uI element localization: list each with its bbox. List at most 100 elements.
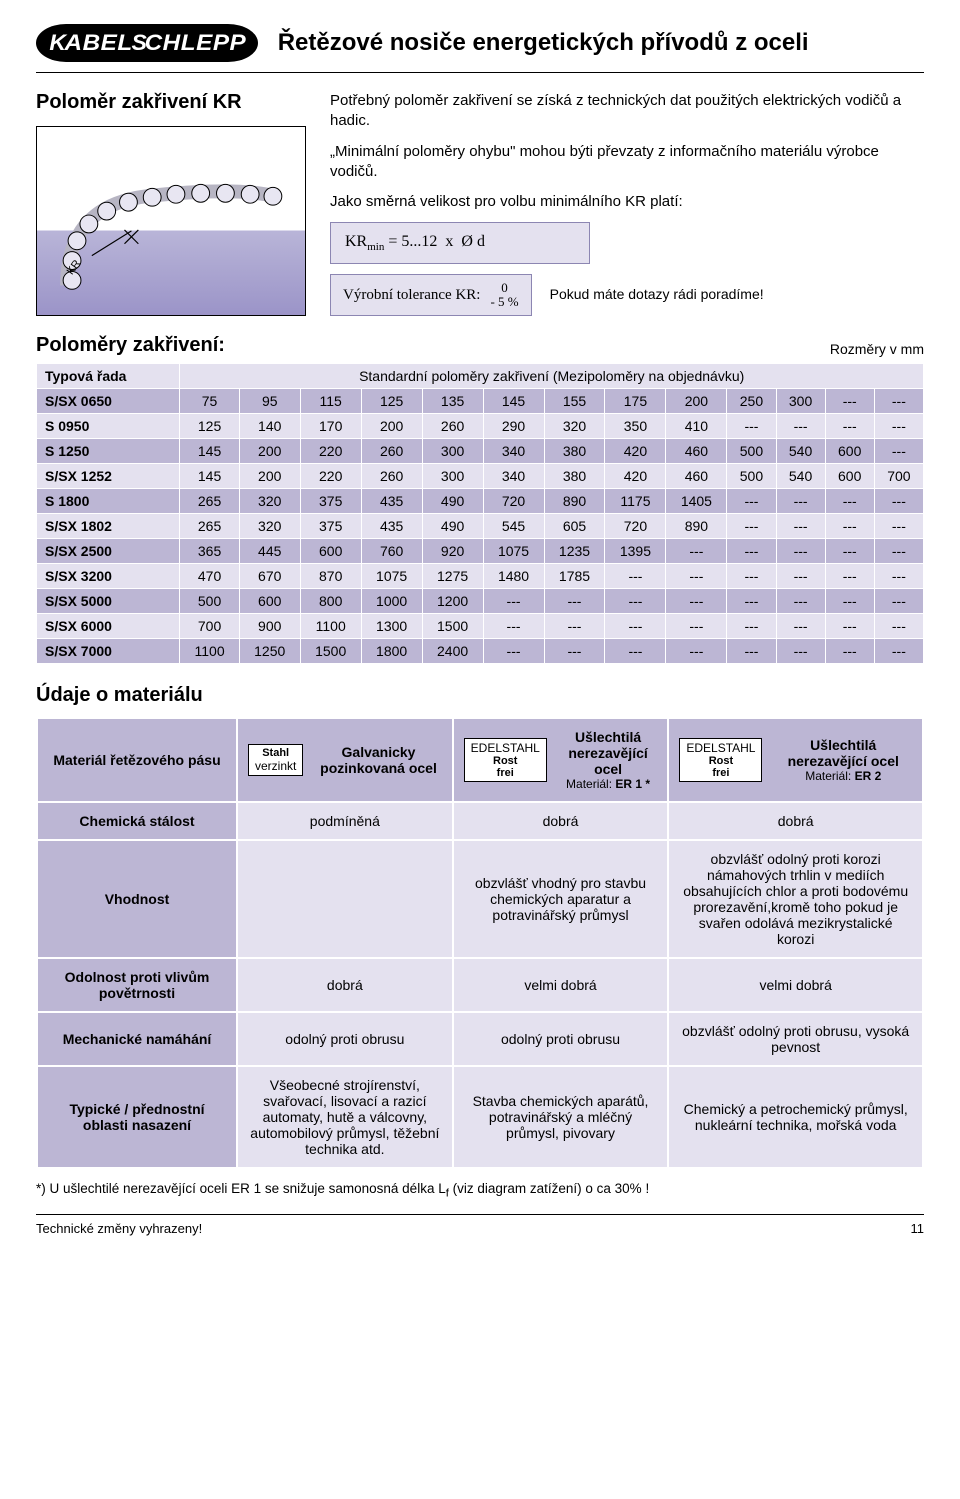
radii-row-label: S 1250 <box>37 439 180 464</box>
mat-col1-title: Ušlechtilá nerezavějící ocel <box>568 729 647 777</box>
radii-cell: --- <box>874 589 923 614</box>
mat-cell: odolný proti obrusu <box>453 1012 669 1066</box>
radii-cell: 115 <box>300 389 361 414</box>
radii-cell: --- <box>605 614 666 639</box>
radii-cell: 300 <box>422 439 483 464</box>
mat-cell: obzvlášť odolný proti korozi námahových … <box>668 840 923 958</box>
lead-p2: „Minimální poloměry ohybu" mohou býti př… <box>330 142 924 183</box>
radii-cell: 380 <box>544 464 605 489</box>
radii-cell: 140 <box>239 414 300 439</box>
radii-cell: 1405 <box>666 489 727 514</box>
radii-cell: 870 <box>300 564 361 589</box>
radii-cell: --- <box>727 589 776 614</box>
radii-cell: 175 <box>605 389 666 414</box>
radii-cell: 300 <box>776 389 825 414</box>
radii-cell: --- <box>727 489 776 514</box>
mat-cell: velmi dobrá <box>668 958 923 1012</box>
page-header: KABELSCHLEPP Řetězové nosiče energetický… <box>36 24 924 73</box>
radii-cell: 260 <box>361 439 422 464</box>
radii-cell: 125 <box>180 414 239 439</box>
radii-cell: 760 <box>361 539 422 564</box>
radii-row-label: S/SX 2500 <box>37 539 180 564</box>
radii-cell: 1275 <box>422 564 483 589</box>
radii-row-label: S/SX 1252 <box>37 464 180 489</box>
radii-cell: --- <box>483 614 544 639</box>
radii-cell: 260 <box>422 414 483 439</box>
radii-cell: 500 <box>727 439 776 464</box>
radii-cell: 600 <box>825 439 874 464</box>
radii-cell: --- <box>727 564 776 589</box>
radii-cell: 260 <box>361 464 422 489</box>
radii-cell: 265 <box>180 489 239 514</box>
radii-cell: 145 <box>483 389 544 414</box>
radii-cell: --- <box>544 589 605 614</box>
tolerance-top: 0 <box>490 281 518 295</box>
radii-cell: --- <box>727 614 776 639</box>
radii-cell: 1785 <box>544 564 605 589</box>
radii-cell: 1250 <box>239 639 300 664</box>
radii-cell: 220 <box>300 439 361 464</box>
mat-col1-sub: Materiál: ER 1 * <box>559 777 658 791</box>
mat-col2-sub: Materiál: ER 2 <box>774 769 912 783</box>
radii-cell: --- <box>776 414 825 439</box>
radii-cell: 1100 <box>300 614 361 639</box>
radii-cell: --- <box>776 564 825 589</box>
radii-cell: 600 <box>300 539 361 564</box>
radii-cell: 1235 <box>544 539 605 564</box>
radii-cell: 410 <box>666 414 727 439</box>
radii-cell: --- <box>825 489 874 514</box>
mat-colhdr-0: Stahlverzinkt Galvanicky pozinkovaná oce… <box>237 718 453 802</box>
mat-cell: odolný proti obrusu <box>237 1012 453 1066</box>
radii-cell: --- <box>825 389 874 414</box>
tolerance-label: Výrobní tolerance KR: <box>343 285 480 305</box>
lead-p1: Potřebný poloměr zakřivení se získá z te… <box>330 91 924 132</box>
radii-cell: 1500 <box>300 639 361 664</box>
radii-cell: --- <box>874 439 923 464</box>
radii-cell: --- <box>727 514 776 539</box>
radii-cell: --- <box>825 414 874 439</box>
radii-cell: --- <box>825 514 874 539</box>
radii-cell: --- <box>874 514 923 539</box>
radii-cell: --- <box>825 614 874 639</box>
mat-cell: dobrá <box>668 802 923 840</box>
radii-cell: 420 <box>605 439 666 464</box>
radii-cell: --- <box>666 564 727 589</box>
material-table: Materiál řetězového pásu Stahlverzinkt G… <box>36 717 924 1169</box>
radii-cell: 1075 <box>361 564 422 589</box>
radii-cell: --- <box>666 539 727 564</box>
lead-p3: Jako směrná velikost pro volbu minimální… <box>330 192 924 212</box>
mat-cell: Chemický a petrochemický průmysl, nukleá… <box>668 1066 923 1168</box>
mat-rowhdr-0: Materiál řetězového pásu <box>37 718 237 802</box>
tolerance-box: Výrobní tolerance KR: 0 - 5 % <box>330 274 532 315</box>
radii-cell: 470 <box>180 564 239 589</box>
radii-cell: 220 <box>300 464 361 489</box>
tolerance-bot: - 5 % <box>490 295 518 309</box>
footer-left: Technické změny vyhrazeny! <box>36 1221 202 1236</box>
radii-cell: 435 <box>361 489 422 514</box>
mat-cell: dobrá <box>453 802 669 840</box>
radii-cell: 540 <box>776 439 825 464</box>
radii-cell: 320 <box>239 514 300 539</box>
radii-cell: 300 <box>422 464 483 489</box>
radii-cell: 1175 <box>605 489 666 514</box>
radii-cell: 500 <box>180 589 239 614</box>
radii-cell: 605 <box>544 514 605 539</box>
kr-formula: KRmin = 5...12 x Ø d <box>330 222 590 264</box>
radii-cell: 720 <box>605 514 666 539</box>
mat-rowhdr-3: Odolnost proti vlivům povětrnosti <box>37 958 237 1012</box>
mat-rowhdr-4: Mechanické namáhání <box>37 1012 237 1066</box>
stahl-icon: Stahlverzinkt <box>248 744 303 776</box>
radii-cell: 1000 <box>361 589 422 614</box>
radii-row-label: S/SX 1802 <box>37 514 180 539</box>
radii-cell: 920 <box>422 539 483 564</box>
radii-cell: 800 <box>300 589 361 614</box>
radii-cell: 145 <box>180 439 239 464</box>
mat-cell: Všeobecné strojírenství, svařovací, liso… <box>237 1066 453 1168</box>
mat-colhdr-1: EDELSTAHLRostfrei Ušlechtilá nerezavějíc… <box>453 718 669 802</box>
radii-cell: --- <box>776 639 825 664</box>
mat-cell: obzvlášť odolný proti obrusu, vysoká pev… <box>668 1012 923 1066</box>
radii-cell: 290 <box>483 414 544 439</box>
section-title-kr: Poloměr zakřivení KR <box>36 91 306 114</box>
radii-cell: 320 <box>239 489 300 514</box>
radii-cell: --- <box>666 639 727 664</box>
